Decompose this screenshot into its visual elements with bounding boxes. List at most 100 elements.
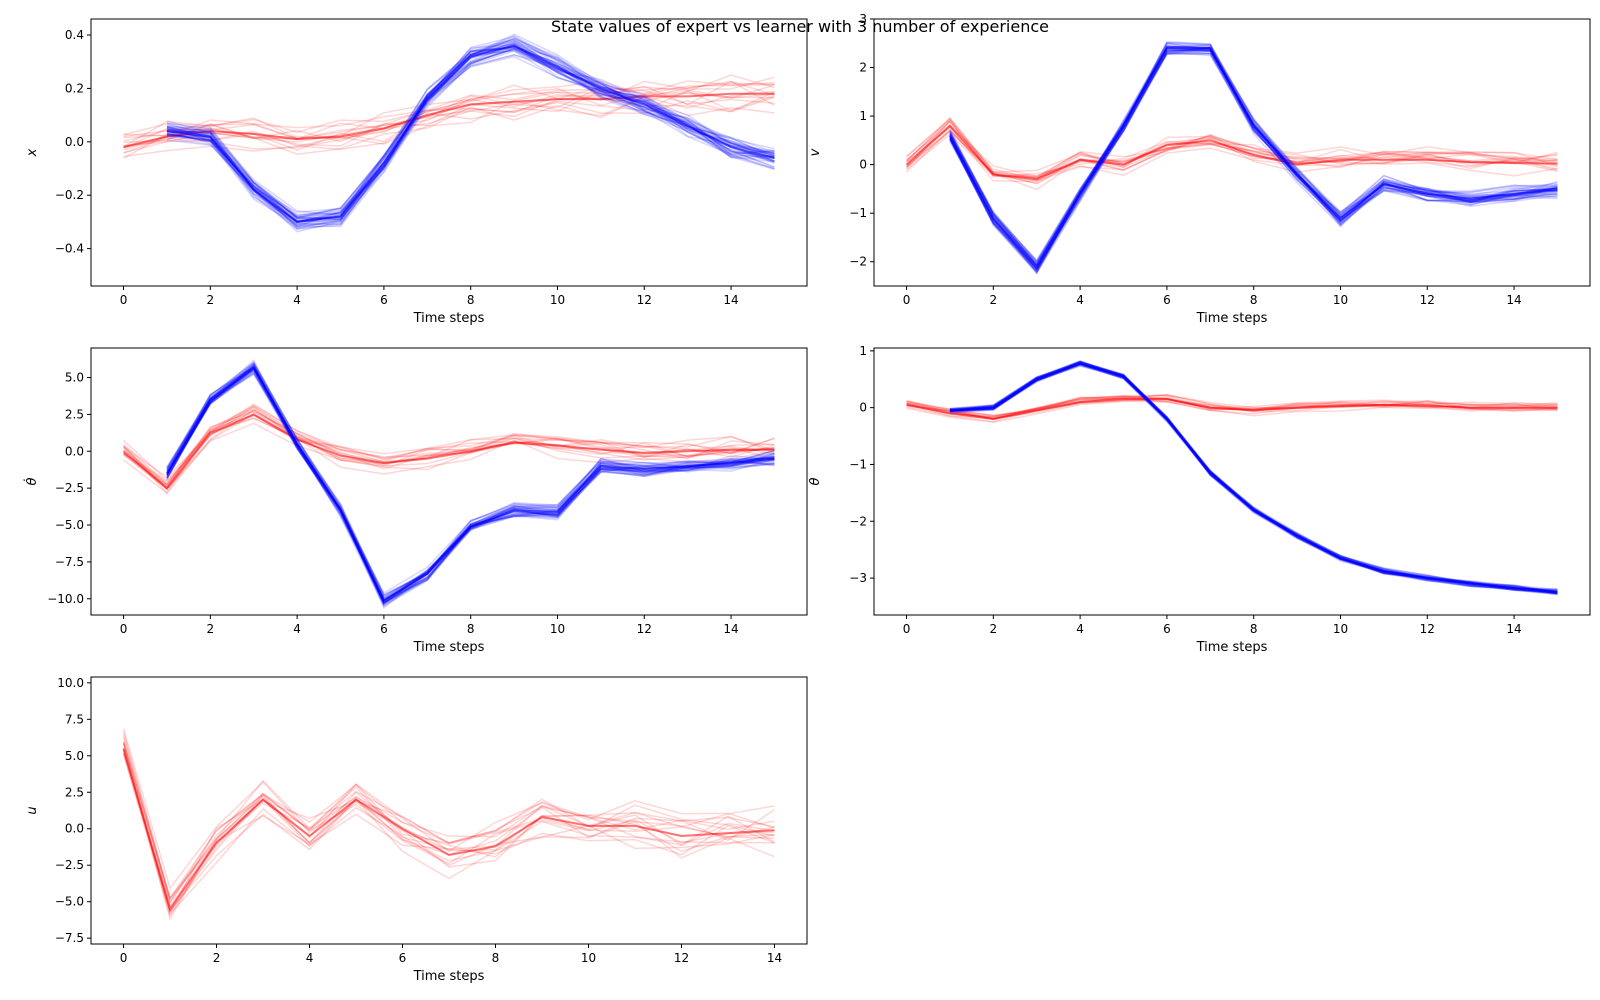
expert-trajectory: [122, 734, 775, 901]
expert-trajectory: [123, 96, 775, 151]
x-tick-label: 14: [1506, 622, 1521, 636]
expert-trajectory: [906, 396, 1558, 418]
learner-trajectory: [166, 361, 775, 598]
learner-trajectory: [949, 362, 1558, 594]
y-tick-label: 2.5: [65, 407, 84, 421]
x-tick-label: 14: [723, 622, 738, 636]
learner-trajectory: [166, 42, 775, 220]
learner-trajectory: [166, 370, 775, 605]
expert-series-line: [122, 413, 775, 490]
x-tick-label: 4: [293, 293, 301, 307]
learner-trajectory: [166, 359, 775, 594]
y-tick-label: −10.0: [47, 592, 84, 606]
learner-trajectory: [949, 46, 1558, 274]
x-tick-label: 0: [903, 293, 911, 307]
learner-trajectory: [166, 371, 775, 602]
x-tick-label: 2: [213, 951, 221, 965]
expert-trajectory: [906, 116, 1558, 179]
expert-trajectory: [906, 118, 1558, 180]
learner-trajectory: [949, 360, 1558, 591]
learner-trajectory: [949, 363, 1558, 595]
learner-trajectory: [949, 360, 1558, 594]
expert-trajectory: [906, 117, 1558, 173]
x-tick-label: 8: [1250, 622, 1258, 636]
x-tick-label: 14: [767, 951, 782, 965]
expert-trajectory: [123, 410, 775, 486]
y-tick-label: 5.0: [65, 749, 84, 763]
learner-trajectory: [949, 363, 1558, 593]
learner-trajectory: [166, 368, 775, 602]
axes-frame: [90, 676, 808, 945]
expert-trajectory: [123, 80, 775, 136]
learner-trajectory: [949, 360, 1558, 591]
x-tick-label: 14: [723, 293, 738, 307]
x-tick-label: 10: [1333, 293, 1348, 307]
axes-frame: [90, 347, 808, 616]
expert-trajectory: [906, 126, 1558, 183]
x-tick-label: 0: [120, 293, 128, 307]
y-tick-label: 5.0: [65, 371, 84, 385]
learner-trajectory: [166, 368, 775, 603]
y-tick-label: 0.0: [65, 444, 84, 458]
expert-trajectory: [123, 409, 775, 479]
y-tick-label: 1: [859, 109, 867, 123]
learner-trajectory: [166, 38, 775, 216]
expert-trajectory: [123, 91, 775, 159]
x-tick-label: 8: [467, 293, 475, 307]
x-axis-label: Time steps: [413, 311, 485, 326]
x-tick-label: 10: [581, 951, 596, 965]
subplot-4: 0 2 4 6 8 10 12 14 −3 −2 −1 0 1 Time steps θ: [808, 344, 1591, 655]
expert-trajectory: [123, 414, 775, 485]
y-tick-label: 0: [859, 401, 867, 415]
learner-trajectory: [949, 363, 1558, 595]
learner-trajectory: [166, 366, 775, 603]
expert-trajectory: [906, 395, 1558, 417]
learner-trajectory: [166, 45, 775, 219]
learner-trajectory: [949, 42, 1558, 264]
learner-trajectory: [166, 365, 775, 599]
y-axis-label: θ: [808, 477, 823, 485]
x-axis-label: Time steps: [1196, 311, 1268, 326]
expert-trajectory: [123, 417, 775, 490]
y-tick-label: −3: [849, 571, 867, 585]
x-tick-label: 6: [1163, 622, 1171, 636]
learner-trajectory: [166, 54, 775, 230]
y-axis-label: θ̇: [24, 477, 40, 485]
learner-trajectory: [949, 45, 1558, 264]
learner-trajectory: [166, 45, 775, 218]
expert-trajectory: [122, 742, 775, 900]
learner-trajectory: [166, 367, 775, 605]
learner-trajectory: [166, 361, 775, 600]
expert-trajectory: [123, 422, 775, 491]
expert-trajectory: [123, 83, 775, 149]
learner-trajectory: [166, 47, 775, 223]
x-tick-label: 2: [990, 622, 998, 636]
learner-trajectory: [166, 43, 775, 217]
learner-trajectory: [949, 362, 1558, 595]
y-tick-label: 10.0: [57, 676, 84, 690]
learner-trajectory: [949, 47, 1558, 274]
learner-trajectory: [949, 363, 1558, 592]
learner-trajectory: [166, 40, 775, 218]
expert-series-line: [906, 398, 1558, 421]
expert-trajectory: [122, 747, 775, 916]
learner-trajectory: [166, 46, 775, 220]
learner-trajectory: [949, 48, 1558, 273]
x-tick-label: 6: [380, 293, 388, 307]
series-group: [905, 40, 1558, 275]
x-tick-label: 2: [990, 293, 998, 307]
learner-trajectory: [949, 50, 1558, 274]
expert-trajectory: [122, 753, 775, 918]
x-tick-label: 8: [467, 622, 475, 636]
expert-trajectory: [122, 753, 775, 913]
y-tick-label: 1: [859, 344, 867, 358]
learner-trajectory: [166, 364, 775, 598]
expert-trajectory: [122, 752, 775, 910]
learner-trajectory: [166, 361, 775, 602]
learner-trajectory: [949, 361, 1558, 594]
learner-trajectory: [949, 363, 1558, 595]
y-axis-label: u: [25, 806, 40, 814]
learner-trajectory: [949, 363, 1558, 593]
y-tick-label: 0.0: [65, 135, 84, 149]
learner-trajectory: [166, 44, 775, 228]
